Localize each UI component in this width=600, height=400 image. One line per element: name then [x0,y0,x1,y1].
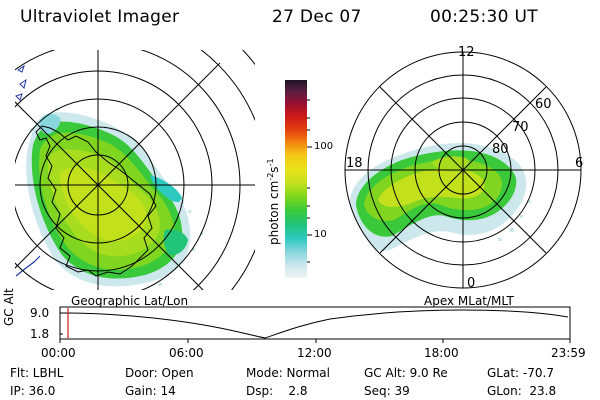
apex-label: Apex MLat/MLT [424,294,514,308]
status-gain: Gain: 14 [125,384,176,398]
mlat-70-label: 70 [512,120,529,135]
y-tick-1-8: 1.8 [30,327,50,341]
x-tick-0000: 00:00 [41,346,76,360]
mlt-18-label: 18 [346,156,363,171]
meridians [15,50,255,290]
geographic-label: Geographic Lat/Lon [71,294,189,308]
mlat-60-label: 60 [535,97,552,112]
status-gcalt: GC Alt: 9.0 Re [364,366,448,380]
mlt-0-label: 0 [467,276,476,291]
colorbar [285,80,307,278]
status-dsp: Dsp: 2.8 [246,384,308,398]
x-tick-0600: 06:00 [169,346,204,360]
x-tick-1800: 18:00 [424,346,459,360]
time-label: 00:25:30 UT [430,7,538,27]
coastline-blue [15,255,41,277]
status-mode: Mode: Normal [246,366,330,380]
left-aurora-image [26,108,203,287]
colorbar-tick-10: 10 [314,229,327,240]
geographic-map [15,50,255,290]
x-tick-2359: 23:59 [551,346,586,360]
status-ip: IP: 36.0 [10,384,56,398]
status-glon: GLon: 23.8 [487,384,557,398]
coastline [35,125,157,277]
status-door: Door: Open [125,366,194,380]
colorbar-tick-100: 100 [314,141,334,152]
timeline-plot [59,306,571,343]
mlt-6-label: 6 [575,156,584,171]
gc-alt-axis-label: GC Alt [2,288,16,326]
instrument-title: Ultraviolet Imager [20,7,180,27]
status-glat: GLat: -70.7 [487,366,554,380]
date-label: 27 Dec 07 [272,7,362,27]
y-tick-9: 9.0 [30,306,50,320]
status-seq: Seq: 39 [364,384,410,398]
status-flt: Flt: LBHL [10,366,64,380]
gc-alt-curve [61,309,569,339]
colorbar-unit: photon cm-2s-1 [266,158,281,245]
mlt-12-label: 12 [458,45,475,60]
colorbar-ticks [307,99,312,263]
x-tick-1200: 12:00 [297,346,332,360]
mlat-80-label: 80 [492,142,509,157]
mlt-meridians [345,52,581,288]
